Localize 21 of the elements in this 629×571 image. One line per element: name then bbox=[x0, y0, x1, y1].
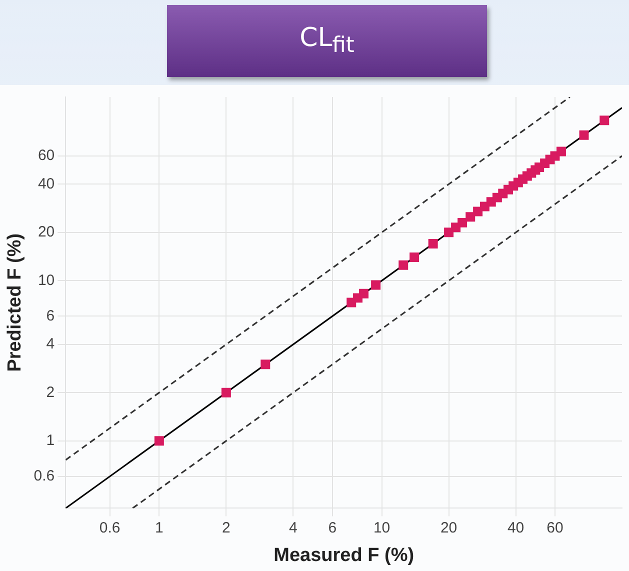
x-tick-label: 10 bbox=[373, 519, 390, 536]
y-tick-label: 0.6 bbox=[34, 468, 55, 485]
y-tick-label: 40 bbox=[38, 175, 55, 192]
y-tick-label: 6 bbox=[46, 307, 55, 324]
x-tick-label: 40 bbox=[507, 519, 524, 536]
x-tick-label: 2 bbox=[222, 519, 230, 536]
y-tick-label: 1 bbox=[46, 432, 55, 450]
y-tick-label: 4 bbox=[46, 336, 55, 353]
x-tick-label: 6 bbox=[328, 519, 337, 536]
x-tick-label: 4 bbox=[289, 519, 298, 536]
x-tick-label: 20 bbox=[440, 519, 458, 536]
y-tick-label: 20 bbox=[38, 224, 55, 241]
y-tick-label: 60 bbox=[38, 147, 55, 164]
x-axis-title: Measured F (%) bbox=[274, 544, 414, 566]
x-tick-label: 1 bbox=[155, 519, 164, 536]
y-tick-label: 10 bbox=[38, 272, 55, 289]
x-tick-label: 0.6 bbox=[99, 519, 120, 536]
x-tick-label: 60 bbox=[546, 519, 564, 536]
chart-title: CL$_{fit}$ bbox=[300, 23, 354, 59]
y-axis-title: Predicted F (%) bbox=[4, 233, 26, 372]
y-tick-label: 2 bbox=[46, 384, 55, 401]
